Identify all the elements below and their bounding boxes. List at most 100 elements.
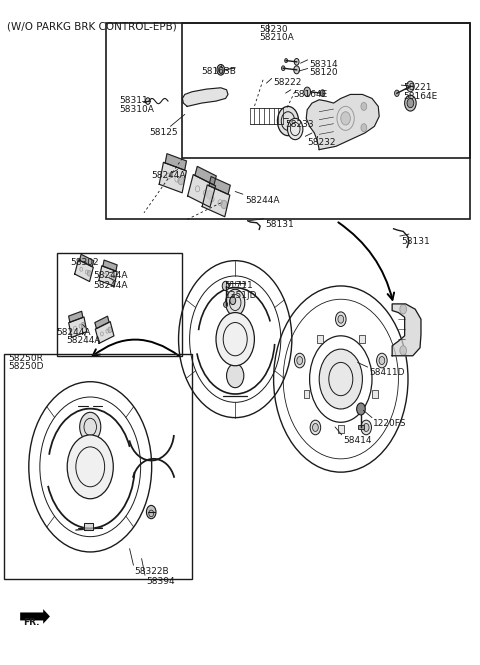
Circle shape (405, 95, 416, 111)
Circle shape (221, 200, 227, 209)
Text: 58244A: 58244A (94, 271, 128, 281)
Text: 58163B: 58163B (202, 66, 237, 76)
Polygon shape (306, 94, 379, 150)
Circle shape (338, 315, 344, 323)
Text: 58311: 58311 (119, 96, 148, 106)
Text: 58244A: 58244A (94, 281, 128, 291)
Polygon shape (75, 260, 93, 281)
Circle shape (312, 424, 318, 432)
Text: 58131: 58131 (265, 220, 294, 229)
Circle shape (294, 353, 305, 368)
Bar (304, 390, 310, 398)
Polygon shape (80, 254, 94, 267)
Bar (106, 23, 470, 219)
Polygon shape (99, 266, 117, 286)
Circle shape (319, 349, 362, 409)
Text: 58244A: 58244A (66, 336, 101, 346)
Text: 58411D: 58411D (370, 368, 405, 378)
Circle shape (294, 66, 300, 74)
Text: 58131: 58131 (402, 237, 431, 247)
Circle shape (379, 356, 385, 364)
Circle shape (407, 81, 414, 92)
Bar (338, 425, 344, 433)
Text: 58302: 58302 (71, 258, 99, 267)
Bar (182, 23, 470, 158)
Circle shape (285, 59, 288, 63)
Circle shape (282, 66, 285, 70)
Circle shape (400, 305, 407, 314)
Text: 58244A: 58244A (152, 171, 186, 180)
Bar (359, 334, 365, 342)
Circle shape (67, 435, 113, 499)
Text: 58414: 58414 (343, 436, 372, 446)
Circle shape (400, 346, 407, 355)
Circle shape (377, 353, 387, 368)
Polygon shape (84, 523, 93, 530)
Bar (57, 253, 182, 356)
Polygon shape (202, 185, 230, 217)
Circle shape (81, 323, 85, 328)
Circle shape (341, 112, 350, 125)
Text: 58394: 58394 (146, 577, 175, 586)
Bar (4, 354, 192, 579)
Circle shape (363, 424, 369, 432)
Circle shape (222, 281, 229, 291)
Text: 51711: 51711 (225, 281, 253, 290)
Polygon shape (96, 322, 114, 343)
Polygon shape (95, 316, 109, 329)
Circle shape (288, 118, 303, 140)
Circle shape (304, 87, 311, 96)
Circle shape (361, 420, 372, 435)
Polygon shape (209, 177, 230, 194)
Text: 58221: 58221 (403, 83, 432, 92)
Polygon shape (69, 311, 83, 323)
Text: 58244A: 58244A (57, 328, 91, 337)
Polygon shape (159, 162, 186, 193)
Polygon shape (182, 88, 228, 106)
FancyArrow shape (20, 609, 50, 624)
Circle shape (87, 271, 91, 276)
Circle shape (310, 420, 321, 435)
Circle shape (336, 312, 346, 327)
Circle shape (230, 297, 236, 305)
Circle shape (395, 90, 399, 96)
Circle shape (227, 364, 244, 388)
Circle shape (224, 302, 228, 307)
Text: 58310A: 58310A (119, 105, 154, 114)
Bar (317, 334, 323, 342)
Text: 58232: 58232 (307, 138, 336, 147)
Circle shape (320, 90, 325, 96)
Polygon shape (188, 174, 216, 207)
Circle shape (178, 176, 184, 185)
Circle shape (297, 356, 302, 364)
Text: 58250D: 58250D (9, 362, 44, 372)
Text: 58314: 58314 (310, 60, 338, 69)
Circle shape (146, 505, 156, 519)
Text: 58322B: 58322B (134, 567, 169, 576)
Circle shape (277, 106, 299, 136)
Polygon shape (69, 317, 87, 337)
Text: 58120: 58120 (310, 68, 338, 78)
Text: 58164E: 58164E (293, 90, 327, 99)
Text: FR.: FR. (23, 618, 39, 628)
Circle shape (145, 98, 150, 104)
Text: 58230: 58230 (259, 25, 288, 34)
Polygon shape (165, 154, 186, 170)
Polygon shape (392, 304, 421, 356)
Circle shape (218, 66, 223, 73)
Circle shape (357, 403, 365, 415)
Circle shape (108, 327, 112, 332)
Circle shape (361, 124, 367, 132)
Circle shape (80, 412, 101, 442)
Text: 58210A: 58210A (259, 33, 294, 43)
Circle shape (407, 98, 414, 108)
Circle shape (294, 59, 299, 65)
Text: 1351JD: 1351JD (225, 291, 257, 300)
Circle shape (217, 65, 225, 75)
Text: 58250R: 58250R (9, 354, 44, 363)
Bar (358, 425, 364, 429)
Text: 58125: 58125 (149, 128, 178, 137)
Circle shape (206, 191, 213, 199)
Circle shape (216, 313, 254, 366)
Polygon shape (103, 260, 117, 271)
